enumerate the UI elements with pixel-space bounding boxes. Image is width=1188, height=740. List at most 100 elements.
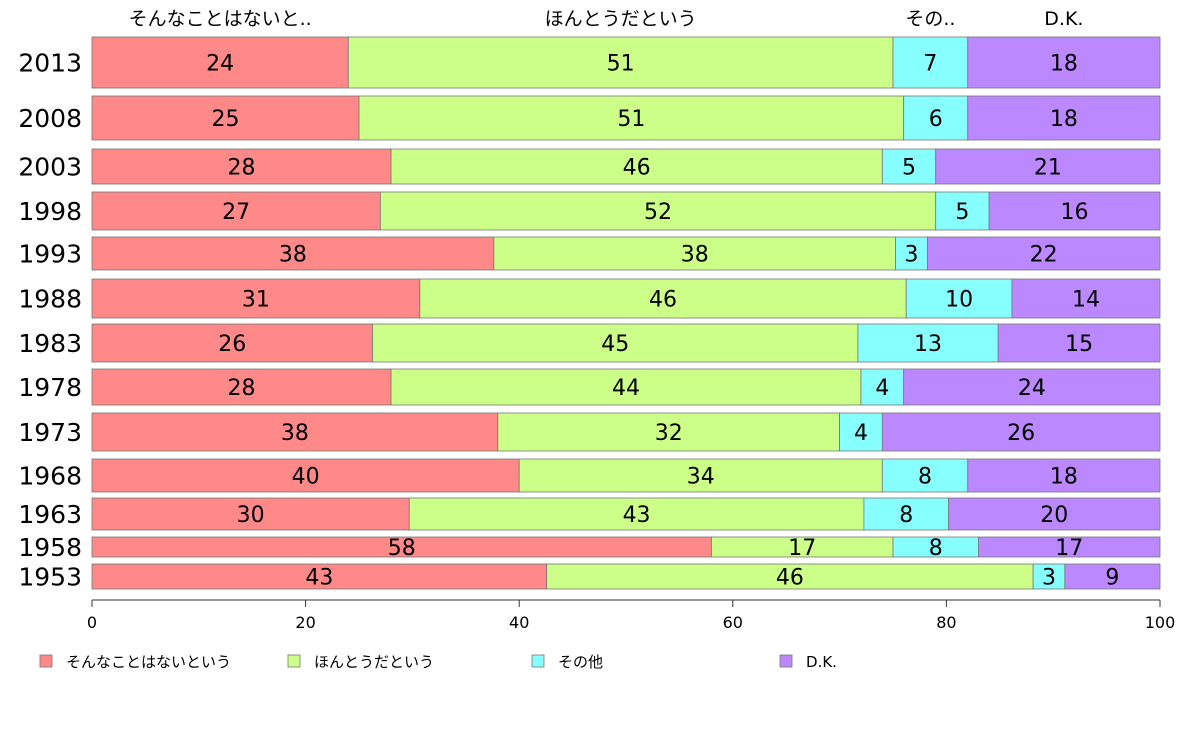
legend-label: その他 [558,653,603,671]
data-label: 18 [1050,107,1078,132]
series-top-label: そんなことはないと.. [129,8,312,30]
data-label: 6 [929,107,943,132]
bar-segment [91,278,421,319]
category-label: 2003 [18,153,82,182]
data-label: 8 [899,503,913,528]
series-top-label: その.. [905,8,955,30]
data-label: 43 [305,566,333,591]
data-label: 24 [1018,376,1046,401]
bar-segment [860,368,905,406]
data-label: 46 [776,566,804,591]
category-label: 2008 [18,104,82,133]
data-label: 27 [222,200,250,225]
bar-segment [905,278,1013,319]
data-label: 9 [1105,566,1119,591]
category-label: 1953 [18,563,82,592]
bar-segment [881,412,1161,452]
series-top-label: ほんとうだという [545,8,697,30]
bar-segment [518,458,883,493]
category-label: 1988 [18,285,82,314]
bar-segment [857,323,999,363]
category-label: 1958 [18,533,82,562]
bar-segment [91,148,392,185]
bar-segment [1011,278,1161,319]
bar-segment [91,95,360,141]
bar-segment [546,563,1034,590]
bar-segment [497,412,841,452]
category-label: 1978 [18,373,82,402]
x-tick-label: 40 [509,613,529,632]
legend-label: D.K. [806,653,837,671]
data-label: 46 [623,156,651,181]
bar-segment [408,497,865,531]
bar-segment [358,95,905,141]
x-tick-label: 80 [936,613,956,632]
bar-segment [91,497,410,531]
data-label: 3 [1042,566,1056,591]
data-label: 25 [212,107,240,132]
data-label: 14 [1072,288,1100,313]
data-label: 38 [281,421,309,446]
bar-segment [892,36,969,89]
bar-segment [379,191,937,231]
data-label: 38 [279,243,307,268]
data-label: 22 [1030,243,1058,268]
data-label: 20 [1040,503,1068,528]
x-tick-label: 60 [723,613,743,632]
legend-swatch [287,654,301,668]
bar-segment [91,323,373,363]
legend-label: そんなことはないという [66,653,231,671]
data-label: 43 [623,503,651,528]
bar-segment [967,95,1161,141]
bar-segment [91,191,381,231]
data-label: 18 [1050,465,1078,490]
category-label: 1973 [18,418,82,447]
bar-segment [839,412,883,452]
data-label: 58 [388,536,416,561]
bar-segment [863,497,949,531]
bar-segment [978,536,1161,558]
bar-segment [91,368,392,406]
data-label: 15 [1065,332,1093,357]
data-label: 17 [788,536,816,561]
bar-segment [935,148,1161,185]
data-label: 7 [923,52,937,77]
data-label: 10 [945,288,973,313]
bar-segment [895,236,928,271]
data-label: 3 [905,243,919,268]
data-label: 24 [206,52,234,77]
legend-swatch [779,654,793,668]
data-label: 38 [681,243,709,268]
category-label: 1963 [18,500,82,529]
bar-segment [997,323,1161,363]
data-label: 45 [601,332,629,357]
series-top-label: D.K. [1044,8,1083,30]
data-label: 32 [655,421,683,446]
category-label: 2013 [18,49,82,78]
category-label: 1983 [18,329,82,358]
data-label: 51 [607,52,635,77]
data-label: 8 [918,465,932,490]
bar-segment [91,36,349,89]
data-label: 26 [1007,421,1035,446]
data-label: 34 [687,465,715,490]
bar-segment [903,95,969,141]
data-label: 16 [1061,200,1089,225]
bar-segment [91,236,495,271]
data-label: 46 [649,288,677,313]
legend-swatch [531,654,545,668]
legend-swatch [39,654,53,668]
bar-segment [390,148,883,185]
data-label: 44 [612,376,640,401]
legend-label: ほんとうだという [314,653,434,671]
category-label: 1998 [18,197,82,226]
data-label: 31 [242,288,270,313]
data-label: 17 [1055,536,1083,561]
data-label: 26 [218,332,246,357]
data-label: 13 [914,332,942,357]
category-label: 1968 [18,462,82,491]
data-label: 4 [875,376,889,401]
bar-segment [419,278,907,319]
data-label: 28 [228,376,256,401]
